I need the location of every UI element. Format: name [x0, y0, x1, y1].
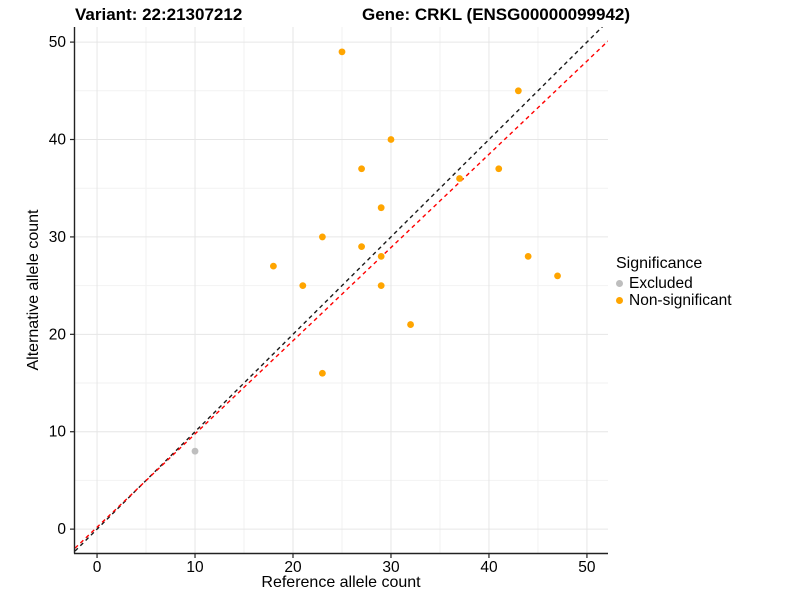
identity-line — [75, 27, 604, 552]
data-point — [387, 136, 395, 143]
data-point — [318, 233, 326, 241]
gridlines-group — [75, 27, 608, 553]
x-tick-label: 10 — [186, 559, 204, 576]
legend: Significance Excluded Non-significant — [616, 255, 732, 309]
ticks-group: 0 10 20 30 40 50 0 10 20 30 40 50 — [49, 34, 596, 576]
legend-title: Significance — [616, 255, 703, 272]
data-point — [377, 282, 385, 290]
legend-item-non-significant: Non-significant — [616, 292, 732, 309]
data-point — [358, 165, 365, 173]
x-tick-label: 30 — [382, 559, 400, 576]
legend-item-label: Excluded — [629, 274, 693, 292]
y-tick-label: 50 — [49, 34, 67, 51]
variant-title: Variant: 22:21307212 — [75, 5, 243, 24]
y-tick-label: 0 — [57, 521, 66, 538]
y-tick-label: 20 — [49, 326, 67, 343]
fitted-line — [75, 40, 608, 549]
data-point — [377, 204, 385, 212]
reference-lines-group — [75, 27, 608, 552]
excluded-dot-icon — [616, 280, 623, 287]
data-point — [191, 447, 199, 455]
data-point — [270, 262, 277, 270]
data-point — [377, 252, 385, 260]
data-point — [524, 252, 532, 260]
x-tick-label: 20 — [284, 559, 302, 576]
data-point — [358, 243, 365, 251]
x-tick-label: 0 — [93, 559, 102, 576]
data-point — [407, 321, 414, 328]
data-point — [318, 369, 326, 377]
points-group — [191, 48, 561, 455]
y-tick-label: 30 — [49, 229, 67, 246]
gene-title: Gene: CRKL (ENSG00000099942) — [362, 5, 631, 24]
data-point — [456, 175, 463, 182]
legend-item-excluded: Excluded — [616, 275, 732, 292]
data-point — [554, 272, 561, 280]
x-tick-label: 50 — [578, 559, 596, 576]
x-axis-title: Reference allele count — [261, 574, 421, 591]
axes-group — [73, 27, 608, 555]
data-point — [299, 282, 307, 290]
y-tick-label: 10 — [49, 424, 67, 441]
non-significant-dot-icon — [616, 297, 623, 304]
data-point — [495, 165, 503, 173]
x-tick-label: 40 — [480, 559, 498, 576]
y-axis-title: Alternative allele count — [25, 209, 42, 371]
data-point — [338, 48, 346, 56]
y-tick-label: 40 — [49, 132, 67, 149]
legend-item-label: Non-significant — [629, 291, 732, 309]
data-point — [514, 87, 522, 95]
